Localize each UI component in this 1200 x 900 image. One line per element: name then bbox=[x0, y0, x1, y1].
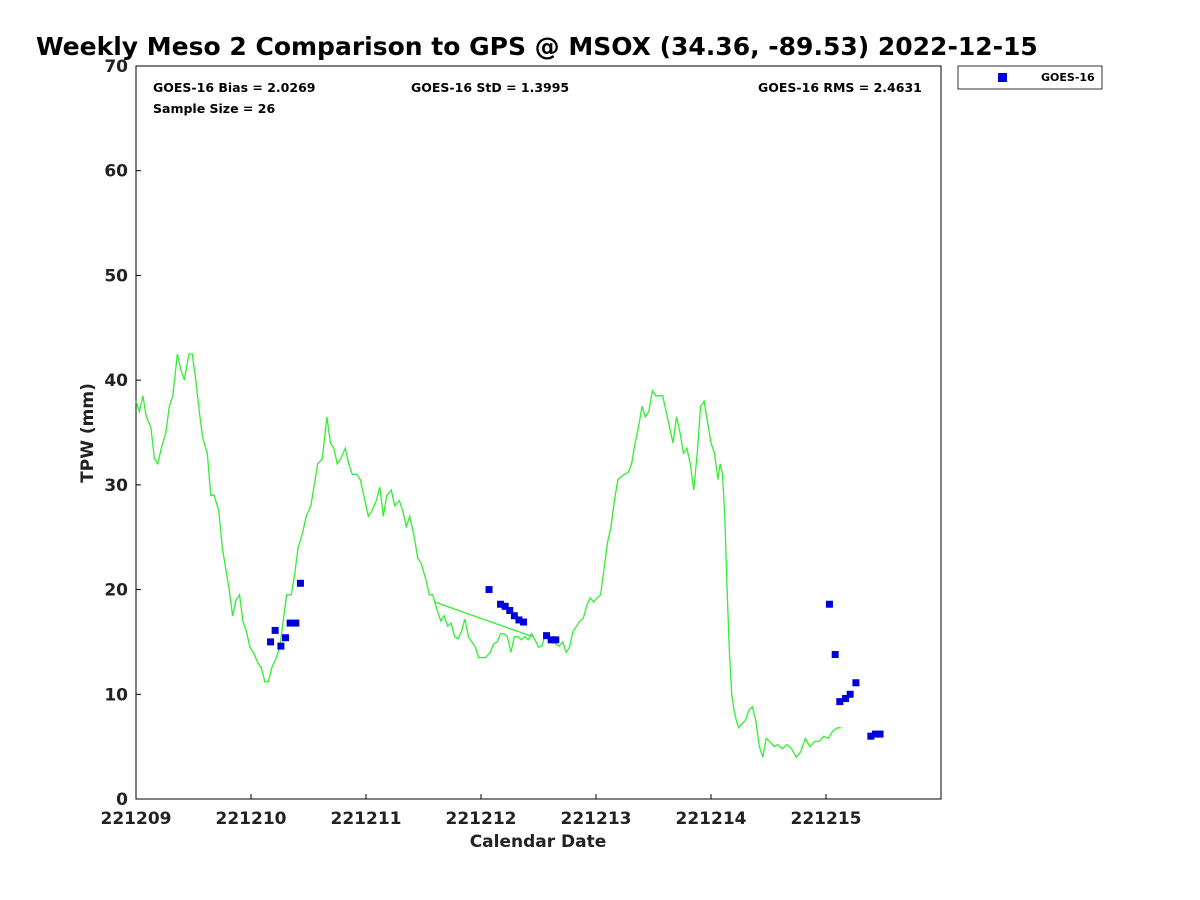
x-tick-label: 221210 bbox=[216, 809, 287, 829]
y-tick-label: 20 bbox=[104, 581, 128, 601]
y-tick-label: 40 bbox=[104, 371, 128, 391]
goes16-point bbox=[842, 694, 850, 702]
goes16-point bbox=[825, 600, 833, 608]
y-tick-label: 30 bbox=[104, 476, 128, 496]
goes16-point bbox=[876, 730, 884, 738]
goes16-point bbox=[831, 650, 839, 658]
gps-gap-connector bbox=[434, 601, 533, 638]
x-tick-label: 221211 bbox=[331, 809, 402, 829]
x-tick-label: 221213 bbox=[561, 809, 632, 829]
goes16-point bbox=[277, 642, 285, 650]
y-tick-label: 10 bbox=[104, 685, 128, 705]
x-tick-label: 221212 bbox=[446, 809, 517, 829]
goes16-point bbox=[515, 616, 523, 624]
goes16-point bbox=[506, 607, 514, 615]
y-tick-label: 60 bbox=[104, 162, 128, 182]
plot-area bbox=[135, 65, 942, 800]
goes16-point bbox=[547, 636, 555, 644]
legend: GOES-16 bbox=[957, 65, 1103, 90]
goes16-point bbox=[543, 632, 551, 640]
x-axis: 221209 221210 221211 221212 221213 221214 2212… bbox=[101, 794, 862, 829]
goes16-point bbox=[501, 602, 509, 610]
goes16-point bbox=[267, 638, 275, 646]
stat-sample-size: Sample Size = 26 bbox=[153, 101, 275, 116]
plot-frame bbox=[135, 65, 942, 800]
gps-series bbox=[135, 353, 841, 759]
x-axis-label: Calendar Date bbox=[470, 832, 607, 852]
x-tick-label: 221215 bbox=[791, 809, 862, 829]
legend-marker-goes16 bbox=[998, 73, 1007, 82]
y-tick-label: 70 bbox=[104, 57, 128, 77]
stat-std: GOES-16 StD = 1.3995 bbox=[411, 80, 569, 95]
goes16-point bbox=[292, 619, 300, 627]
goes16-point bbox=[871, 730, 879, 738]
goes16-point bbox=[485, 586, 493, 594]
goes16-point bbox=[836, 698, 844, 706]
goes16-point bbox=[846, 690, 854, 698]
x-tick-label: 221209 bbox=[101, 809, 172, 829]
goes16-series bbox=[267, 579, 884, 740]
goes16-point bbox=[497, 600, 505, 608]
goes16-point bbox=[282, 634, 289, 642]
goes16-point bbox=[286, 619, 294, 627]
goes16-point bbox=[867, 732, 875, 740]
gps-line bbox=[135, 353, 841, 759]
goes16-point bbox=[271, 626, 279, 634]
goes16-point bbox=[296, 579, 304, 587]
y-tick-label: 0 bbox=[116, 790, 128, 810]
goes16-point bbox=[510, 612, 518, 620]
legend-box bbox=[957, 65, 1103, 90]
goes16-point bbox=[552, 636, 560, 644]
y-tick-label: 50 bbox=[104, 266, 128, 286]
goes16-point bbox=[852, 679, 860, 687]
chart-title: Weekly Meso 2 Comparison to GPS @ MSOX (… bbox=[36, 32, 1038, 61]
y-axis: 0 10 20 30 40 50 60 70 bbox=[104, 57, 141, 810]
stat-bias: GOES-16 Bias = 2.0269 bbox=[153, 80, 315, 95]
legend-label-goes16: GOES-16 bbox=[1041, 71, 1095, 84]
stat-rms: GOES-16 RMS = 2.4631 bbox=[758, 80, 922, 95]
x-tick-label: 221214 bbox=[676, 809, 747, 829]
y-axis-label: TPW (mm) bbox=[78, 383, 98, 483]
goes16-point bbox=[520, 618, 528, 626]
